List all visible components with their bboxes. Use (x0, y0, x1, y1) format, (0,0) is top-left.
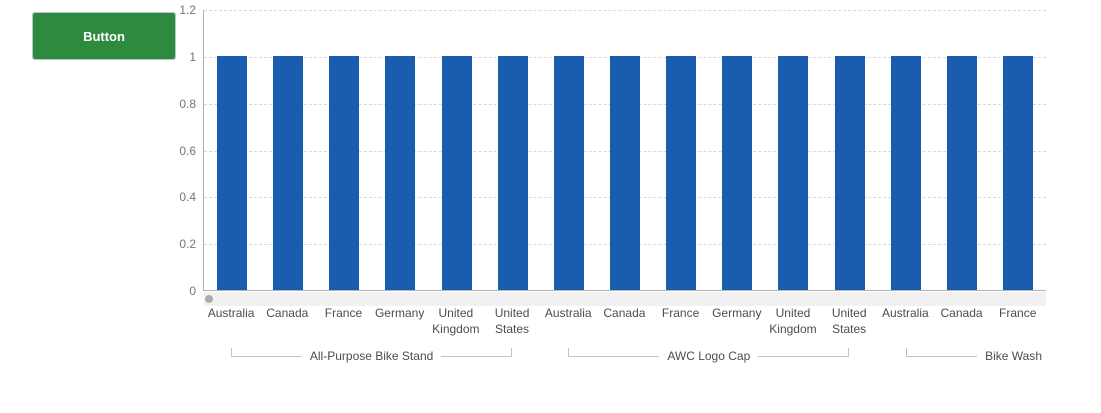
category-slot (653, 10, 709, 290)
category-slot (597, 10, 653, 290)
group-bracket: Bike Wash (905, 348, 1047, 363)
plot-area (203, 10, 1046, 291)
category-label: Canada (603, 306, 646, 320)
category-label: United Kingdom (769, 306, 817, 336)
bracket-line (232, 356, 302, 357)
bar[interactable] (890, 55, 921, 290)
bar[interactable] (722, 55, 753, 290)
bar[interactable] (385, 55, 416, 290)
category-label: France (661, 306, 700, 320)
category-label: United States (831, 306, 867, 336)
category-label: Germany (712, 306, 762, 320)
chart-scrollbar-thumb[interactable] (205, 295, 213, 303)
category-label: Australia (207, 306, 255, 320)
category-label: France (324, 306, 363, 320)
category-label: United Kingdom (432, 306, 480, 336)
bar[interactable] (834, 55, 865, 290)
bracket-end-tick (511, 348, 513, 357)
bar[interactable] (778, 55, 809, 290)
category-slot (429, 10, 485, 290)
bar[interactable] (553, 55, 584, 290)
y-tick-label: 0.6 (179, 143, 196, 158)
category-slot (822, 10, 878, 290)
bracket-line (441, 356, 512, 357)
category-label: Australia (882, 306, 929, 320)
y-tick-label: 0.2 (179, 237, 196, 252)
group-label: Bike Wash (985, 349, 1042, 363)
category-label: United States (494, 306, 530, 336)
category-slot (709, 10, 765, 290)
y-tick-label: 1 (189, 49, 196, 64)
bar[interactable] (441, 55, 472, 290)
group-bracket: AWC Logo Cap (568, 348, 850, 363)
bar[interactable] (217, 55, 248, 290)
y-tick-label: 0.8 (179, 96, 196, 111)
category-slot (485, 10, 541, 290)
bar[interactable] (946, 55, 977, 290)
category-slot (204, 10, 260, 290)
category-slot (934, 10, 990, 290)
bar[interactable] (497, 55, 528, 290)
bracket-line (569, 356, 660, 357)
category-label: Germany (374, 306, 425, 320)
gridline (204, 10, 1046, 11)
group-label: AWC Logo Cap (667, 349, 751, 363)
category-slot (765, 10, 821, 290)
bar[interactable] (666, 55, 697, 290)
y-tick-label: 0.4 (179, 190, 196, 205)
group-label: All-Purpose Bike Stand (309, 349, 434, 363)
category-label: Australia (544, 306, 592, 320)
category-label: Canada (266, 306, 309, 320)
bracket-end-tick (231, 348, 233, 357)
bar-series (204, 10, 1046, 290)
bar[interactable] (273, 55, 304, 290)
x-axis-labels: Australia Canada France Germany United Kingd… (203, 305, 1046, 337)
demo-button[interactable]: Button (32, 12, 176, 60)
category-slot (990, 10, 1046, 290)
category-slot (541, 10, 597, 290)
bracket-line (906, 356, 978, 357)
y-tick-label: 1.2 (179, 3, 196, 17)
bar[interactable] (329, 55, 360, 290)
bracket-end-tick (848, 348, 850, 357)
category-label: France (999, 306, 1037, 320)
bar[interactable] (1003, 55, 1034, 290)
category-slot (316, 10, 372, 290)
bracket-end-tick (905, 348, 907, 357)
group-bracket: All-Purpose Bike Stand (231, 348, 513, 363)
bracket-end-tick (568, 348, 570, 357)
category-slot (878, 10, 934, 290)
bracket-line (758, 356, 849, 357)
category-label: Canada (940, 306, 983, 320)
chart-scrollbar-track[interactable] (204, 292, 1046, 306)
category-slot (260, 10, 316, 290)
y-tick-label: 0 (189, 284, 196, 298)
bar[interactable] (610, 55, 641, 290)
category-slot (372, 10, 428, 290)
